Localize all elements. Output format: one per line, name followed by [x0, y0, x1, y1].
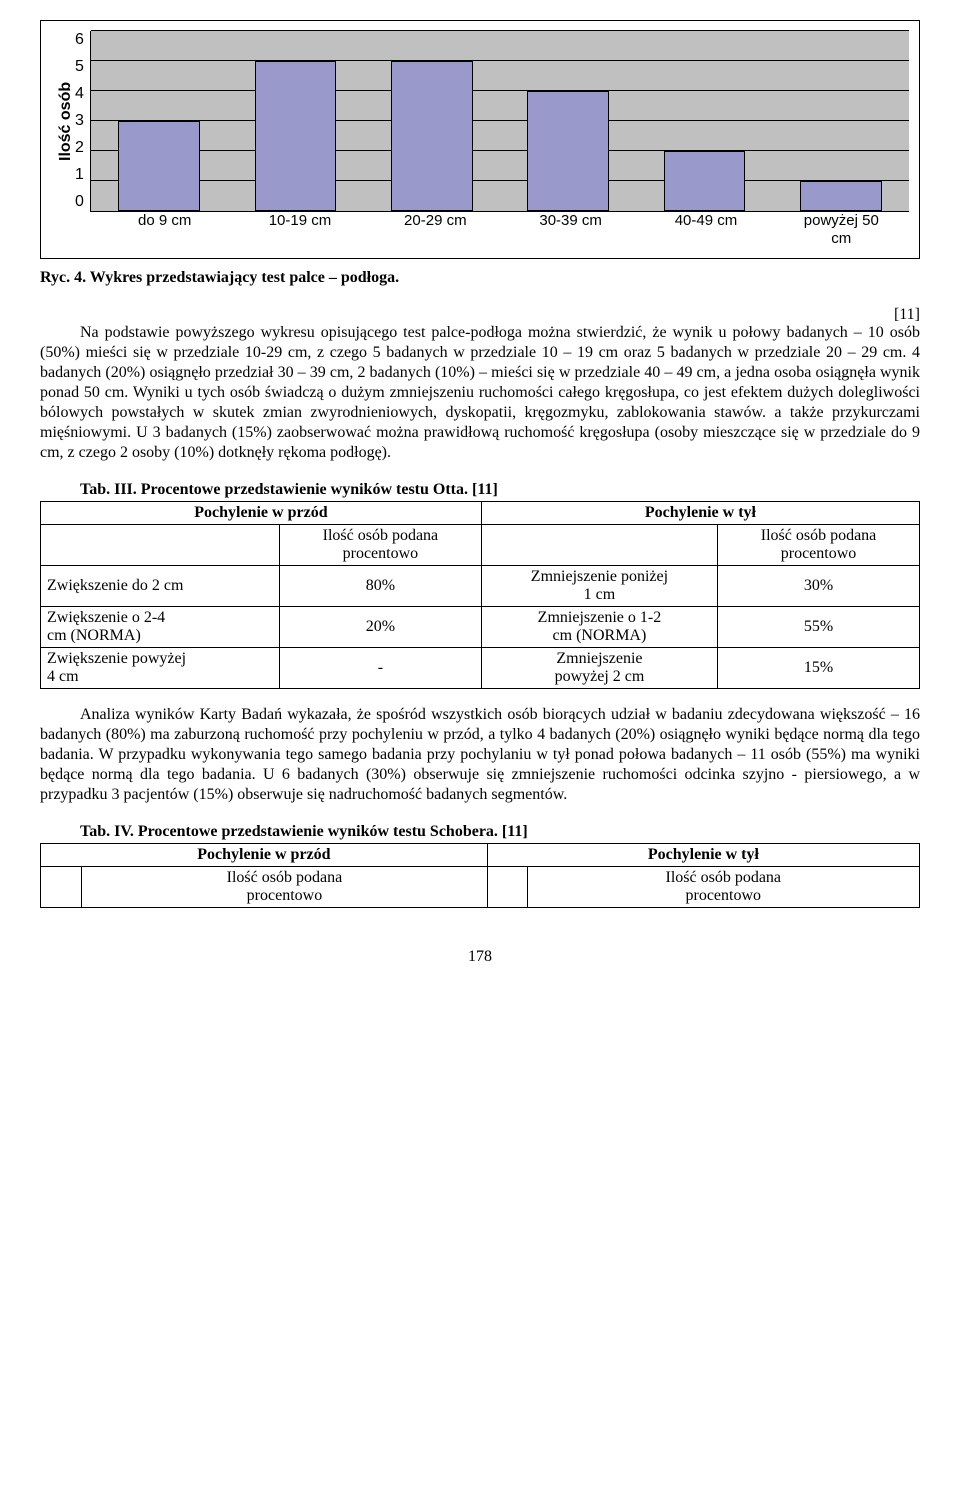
chart-bar — [664, 151, 746, 211]
table3-head-left: Pochylenie w przód — [41, 502, 482, 525]
table-row: Zwiększenie o 2-4 cm (NORMA) — [41, 607, 280, 648]
table4-sub-right: Ilość osób podana procentowo — [527, 867, 920, 908]
ytick: 4 — [75, 85, 84, 103]
table-cell: - — [279, 648, 481, 689]
table-cell: Zmniejszenie o 1-2 cm (NORMA) — [481, 607, 717, 648]
chart-yticks: 6 5 4 3 2 1 0 — [75, 31, 90, 211]
table4-sub-blank-mid — [487, 867, 527, 908]
table3-sub-right: Ilość osób podana procentowo — [718, 525, 920, 566]
ytick: 0 — [75, 193, 84, 211]
paragraph-1-text: Na podstawie powyższego wykresu opisując… — [40, 323, 920, 463]
table3-sub-blank-left — [41, 525, 280, 566]
figure-caption: Ryc. 4. Wykres przedstawiający test palc… — [40, 269, 920, 287]
table4-head-right: Pochylenie w tył — [487, 844, 919, 867]
ytick: 2 — [75, 139, 84, 157]
page-number: 178 — [40, 948, 920, 966]
table-4: Pochylenie w przód Pochylenie w tył Iloś… — [40, 843, 920, 908]
chart-xlabels: do 9 cm10-19 cm20-29 cm30-39 cm40-49 cmp… — [97, 212, 909, 248]
table4-sub-left: Ilość osób podana procentowo — [82, 867, 488, 908]
table-cell: 30% — [718, 566, 920, 607]
table-cell: 15% — [718, 648, 920, 689]
bar-chart: Ilość osób 6 5 4 3 2 1 0 do 9 cm10-19 cm… — [40, 20, 920, 259]
table3-sub-left: Ilość osób podana procentowo — [279, 525, 481, 566]
table4-title: Tab. IV. Procentowe przedstawienie wynik… — [40, 823, 920, 841]
chart-plot-area — [90, 31, 909, 212]
table-cell: Zmniejszenie poniżej 1 cm — [481, 566, 717, 607]
table3-head-right: Pochylenie w tył — [481, 502, 919, 525]
chart-bar — [255, 61, 337, 211]
table-3: Pochylenie w przód Pochylenie w tył Iloś… — [40, 501, 920, 689]
table3-title: Tab. III. Procentowe przedstawienie wyni… — [40, 481, 920, 499]
chart-xlabel: 40-49 cm — [638, 212, 773, 248]
ytick: 6 — [75, 31, 84, 49]
chart-bar — [391, 61, 473, 211]
table-row: Zwiększenie do 2 cm — [41, 566, 280, 607]
chart-xlabel: 10-19 cm — [232, 212, 367, 248]
chart-xlabel: 30-39 cm — [503, 212, 638, 248]
chart-xlabel: powyżej 50 cm — [774, 212, 909, 248]
ytick: 1 — [75, 166, 84, 184]
table-cell: 55% — [718, 607, 920, 648]
table-cell: 80% — [279, 566, 481, 607]
ytick: 3 — [75, 112, 84, 130]
paragraph-1: [11] Na podstawie powyższego wykresu opi… — [40, 305, 920, 463]
table4-sub-blank-left — [41, 867, 82, 908]
chart-ylabel: Ilość osób — [51, 31, 75, 212]
table-cell: 20% — [279, 607, 481, 648]
ytick: 5 — [75, 58, 84, 76]
chart-bar — [118, 121, 200, 211]
chart-xlabel: do 9 cm — [97, 212, 232, 248]
chart-xlabel: 20-29 cm — [368, 212, 503, 248]
table4-head-left: Pochylenie w przód — [41, 844, 488, 867]
citation-ref: [11] — [40, 305, 920, 325]
table3-sub-blank-mid — [481, 525, 717, 566]
chart-bar — [800, 181, 882, 211]
table-row: Zwiększenie powyżej 4 cm — [41, 648, 280, 689]
paragraph-2: Analiza wyników Karty Badań wykazała, że… — [40, 705, 920, 805]
chart-bar — [527, 91, 609, 211]
table-cell: Zmniejszenie powyżej 2 cm — [481, 648, 717, 689]
